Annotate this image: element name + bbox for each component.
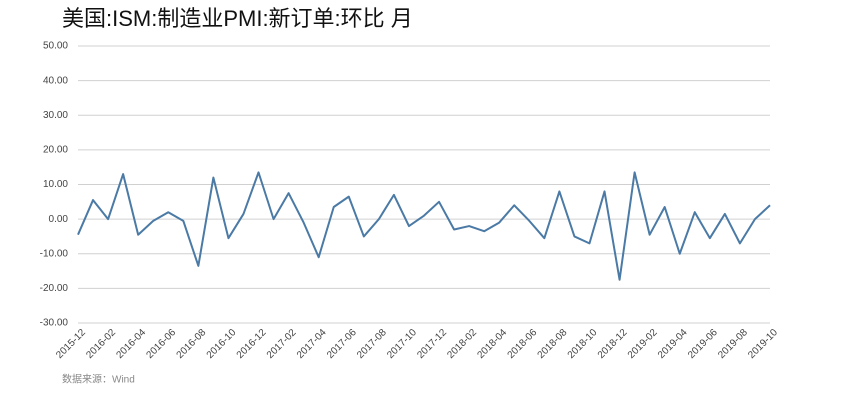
- x-tick-label: 2019-02: [626, 327, 660, 361]
- y-tick-label: -30.00: [40, 318, 69, 329]
- source-note: 数据来源：Wind: [62, 373, 135, 386]
- x-tick-label: 2017-02: [265, 327, 299, 361]
- y-tick-label: -10.00: [40, 248, 69, 259]
- y-tick-label: 20.00: [43, 145, 68, 156]
- y-tick-label: 0.00: [49, 214, 69, 225]
- x-tick-label: 2019-06: [686, 327, 720, 361]
- x-tick-label: 2018-04: [475, 327, 509, 361]
- y-tick-label: -20.00: [40, 283, 69, 294]
- x-tick-label: 2016-12: [235, 327, 269, 361]
- x-tick-label: 2018-10: [566, 327, 600, 361]
- y-tick-label: 50.00: [43, 41, 68, 52]
- chart-title: 美国:ISM:制造业PMI:新订单:环比 月: [62, 6, 413, 31]
- x-tick-label: 2018-08: [536, 327, 570, 361]
- x-tick-label: 2016-04: [114, 327, 148, 361]
- x-tick-label: 2016-06: [145, 327, 179, 361]
- y-tick-label: 40.00: [43, 75, 68, 86]
- x-tick-label: 2018-06: [506, 327, 540, 361]
- x-tick-label: 2017-06: [325, 327, 359, 361]
- x-tick-label: 2017-04: [295, 327, 329, 361]
- x-tick-label: 2016-08: [175, 327, 209, 361]
- x-tick-label: 2016-02: [84, 327, 118, 361]
- x-tick-label: 2018-02: [445, 327, 479, 361]
- x-tick-label: 2017-12: [415, 327, 449, 361]
- y-tick-label: 30.00: [43, 110, 68, 121]
- x-tick-label: 2017-08: [355, 327, 389, 361]
- x-tick-label: 2019-10: [746, 327, 780, 361]
- y-tick-label: 10.00: [43, 179, 68, 190]
- x-tick-label: 2015-12: [54, 327, 88, 361]
- x-tick-label: 2017-10: [385, 327, 419, 361]
- x-tick-label: 2019-04: [656, 327, 690, 361]
- x-tick-label: 2018-12: [596, 327, 630, 361]
- data-line: [77, 171, 771, 281]
- x-tick-label: 2016-10: [205, 327, 239, 361]
- x-tick-label: 2019-08: [716, 327, 750, 361]
